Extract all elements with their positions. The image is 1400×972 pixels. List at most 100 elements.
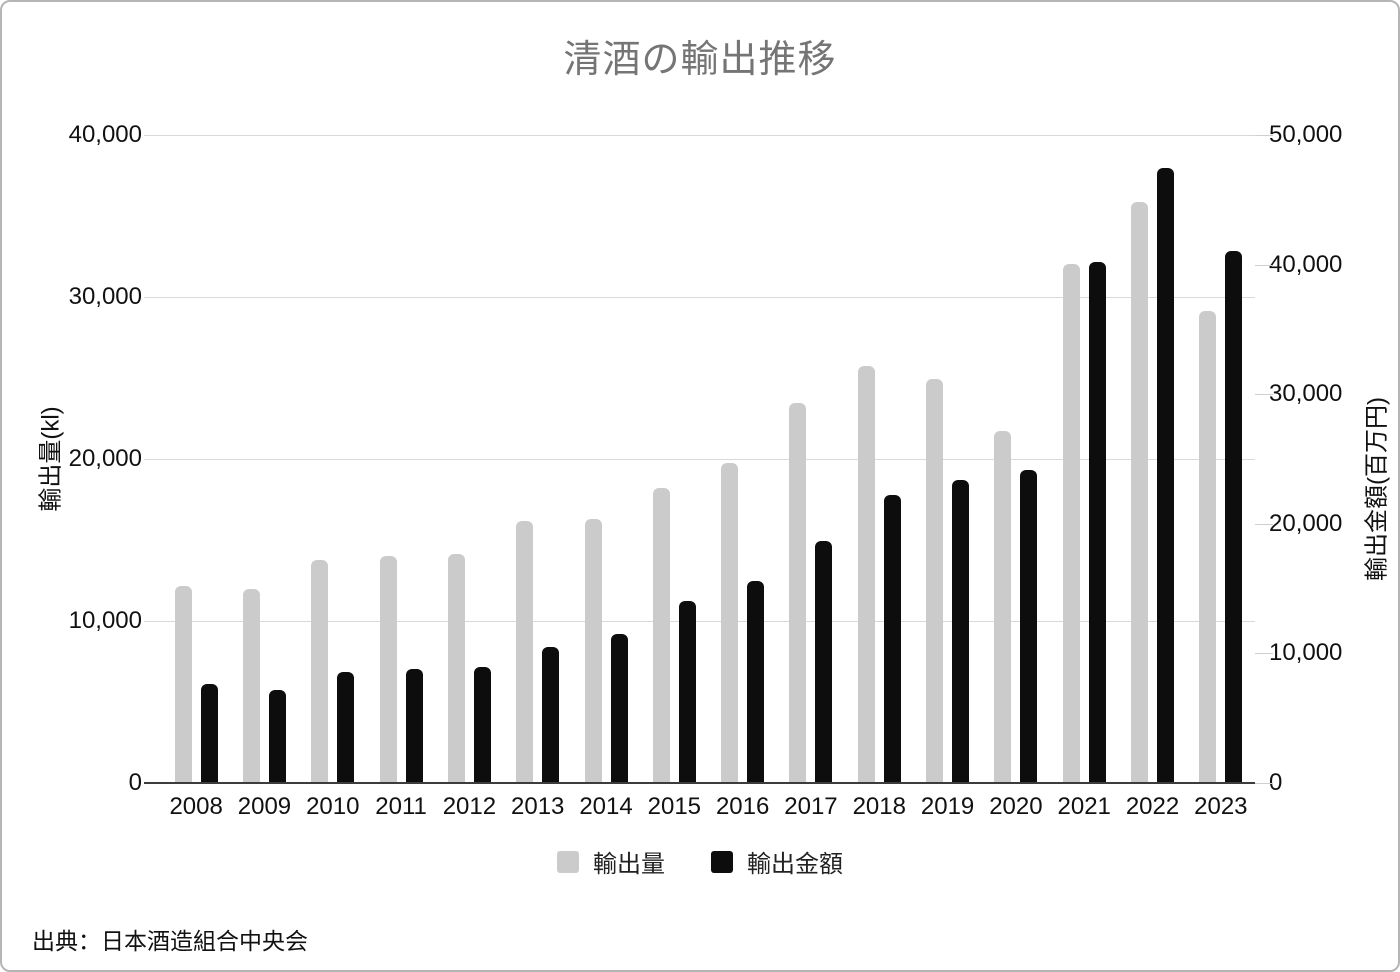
x-axis-label-2019: 2019 (920, 793, 975, 820)
source-text: 出典：日本酒造組合中央会 (32, 928, 308, 954)
x-axis-label-2018: 2018 (852, 793, 906, 820)
bar-value-2023 (1225, 250, 1243, 783)
bar-volume-2009 (242, 589, 260, 783)
x-axis-label-2010: 2010 (306, 793, 360, 820)
bar-group-2008: 2008 (162, 135, 230, 820)
x-axis-label-2015: 2015 (647, 793, 702, 820)
bar-value-2017 (815, 540, 833, 783)
y-axis-right-tick-label: 20,000 (1269, 509, 1343, 537)
bar-group-2014: 2014 (572, 135, 640, 820)
bar-group-2020: 2020 (982, 135, 1050, 820)
bar-volume-2016 (721, 463, 739, 783)
plot-area: 2008 2009 2010 2011 2012 2013 2014 2015 2016 2017… (144, 135, 1255, 820)
bar-value-2010 (337, 672, 355, 783)
bar-value-2011 (405, 669, 423, 783)
x-axis-label-2016: 2016 (715, 793, 770, 820)
y-axis-left-tick-label: 40,000 (68, 121, 142, 148)
chart-title: 清酒の輸出推移 (563, 39, 837, 81)
y-axis-right-tick-mark (1255, 653, 1273, 655)
bar-group-2016: 2016 (709, 135, 777, 820)
bar-volume-2012 (447, 554, 465, 783)
x-axis-label-2022: 2022 (1125, 793, 1180, 820)
legend-item-volume: 輸出量 (557, 844, 665, 879)
gridline (144, 135, 1255, 136)
bar-value-2016 (747, 581, 765, 783)
bar-volume-2022 (1131, 201, 1149, 783)
bar-volume-2019 (926, 379, 944, 783)
y-axis-left-tick-label: 0 (128, 769, 142, 796)
y-axis-right-tick-label: 0 (1269, 769, 1283, 796)
bar-group-2018: 2018 (845, 135, 913, 820)
bar-group-2023: 2023 (1187, 135, 1255, 820)
y-axis-right-tick-mark (1255, 394, 1273, 396)
y-axis-right-tick-label: 40,000 (1269, 250, 1343, 278)
y-axis-right-tick-label: 30,000 (1269, 380, 1343, 408)
x-axis-label-2012: 2012 (442, 793, 497, 820)
x-axis-label-2017: 2017 (784, 793, 838, 820)
y-axis-right-tick-mark (1255, 523, 1273, 525)
bar-value-2013 (542, 646, 560, 783)
y-axis-right-tick-mark (1255, 264, 1273, 266)
bar-value-2019 (952, 479, 970, 783)
legend-label-volume: 輸出量 (593, 851, 665, 878)
y-axis-right-tick-label: 50,000 (1269, 121, 1343, 148)
bar-value-2020 (1020, 470, 1038, 783)
bar-group-2010: 2010 (299, 135, 367, 820)
bar-value-2014 (610, 633, 628, 783)
left-axis-title: 輸出量(kl) (37, 406, 65, 512)
bar-group-2012: 2012 (435, 135, 503, 820)
y-axis-right-tick-mark (1255, 783, 1273, 784)
bar-volume-2018 (857, 365, 875, 783)
bar-volume-2017 (789, 402, 807, 783)
x-axis-label-2008: 2008 (169, 793, 223, 820)
bar-value-2012 (473, 667, 491, 783)
x-axis-line (144, 782, 1255, 784)
bar-group-2019: 2019 (913, 135, 981, 820)
bar-volume-2013 (516, 520, 534, 783)
bar-value-2018 (883, 494, 901, 783)
legend: 輸出量 輸出金額 (2, 844, 1398, 879)
bar-volume-2015 (652, 488, 670, 783)
x-axis-label-2020: 2020 (989, 793, 1043, 820)
gridline (144, 297, 1255, 298)
bar-volume-2020 (994, 430, 1012, 783)
bar-value-2021 (1088, 262, 1106, 783)
right-axis-title: 輸出金額(百万円) (1363, 397, 1391, 581)
bar-volume-2014 (584, 518, 602, 783)
bar-value-2008 (200, 683, 218, 783)
x-axis-label-2014: 2014 (579, 793, 633, 820)
y-axis-left-tick-label: 20,000 (68, 445, 142, 472)
bar-volume-2023 (1199, 311, 1217, 783)
legend-item-value: 輸出金額 (711, 844, 843, 879)
y-axis-right-tick-label: 10,000 (1269, 639, 1343, 667)
bar-group-2009: 2009 (230, 135, 298, 820)
legend-swatch-value (711, 850, 733, 873)
bar-group-2021: 2021 (1050, 135, 1118, 820)
bar-groups: 2008 2009 2010 2011 2012 2013 2014 2015 2016 2017… (162, 135, 1255, 820)
bar-group-2015: 2015 (640, 135, 708, 820)
bar-volume-2011 (379, 555, 397, 783)
bar-value-2015 (678, 601, 696, 783)
gridline (144, 621, 1255, 622)
gridline (144, 459, 1255, 460)
y-axis-left-tick-label: 30,000 (68, 283, 142, 310)
x-axis-label-2021: 2021 (1057, 793, 1111, 820)
bar-volume-2010 (311, 559, 329, 783)
x-axis-label-2023: 2023 (1194, 793, 1248, 820)
bar-volume-2008 (174, 586, 192, 783)
bar-group-2017: 2017 (777, 135, 845, 820)
x-axis-label-2011: 2011 (375, 793, 427, 820)
x-axis-label-2009: 2009 (237, 793, 292, 820)
legend-swatch-volume (557, 850, 579, 873)
x-axis-label-2013: 2013 (511, 793, 565, 820)
bar-group-2011: 2011 (367, 135, 435, 820)
bar-value-2009 (268, 689, 286, 783)
bar-volume-2021 (1062, 263, 1080, 783)
bar-value-2022 (1157, 167, 1175, 783)
y-axis-left-tick-label: 10,000 (68, 607, 142, 634)
y-axis-right-tick-mark (1255, 135, 1273, 136)
bar-group-2022: 2022 (1118, 135, 1186, 820)
legend-label-value: 輸出金額 (747, 851, 843, 878)
bar-group-2013: 2013 (504, 135, 572, 820)
